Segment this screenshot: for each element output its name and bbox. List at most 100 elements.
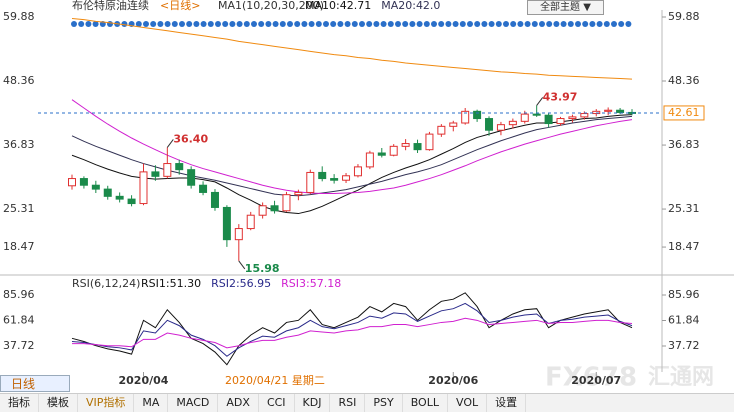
candle-body xyxy=(246,214,255,230)
event-dot xyxy=(164,21,171,27)
candle-body xyxy=(91,184,100,190)
event-dot xyxy=(207,21,214,27)
toolbar: 指标 模板 VIP指标 MA MACD ADX CCI KDJ RSI PSY BOLL VOL 设置 xyxy=(0,393,734,412)
y-tick-label: 59.88 xyxy=(668,10,700,23)
candle-body xyxy=(222,206,231,241)
theme-button[interactable]: 全部主题 ▼ xyxy=(527,0,604,15)
ma-legend: MA1(10,20,30,200) xyxy=(218,0,324,12)
event-dot xyxy=(330,21,337,27)
annotation-label: 43.97 xyxy=(543,90,578,103)
event-dot xyxy=(301,21,308,27)
event-dot xyxy=(294,21,301,27)
legend-entry: RSI3:57.18 xyxy=(281,277,341,290)
event-dot xyxy=(308,21,315,27)
annotation-leader xyxy=(536,97,544,106)
event-dot xyxy=(438,21,445,27)
y-tick-label: 25.31 xyxy=(668,202,700,215)
y-tick-label: 37.72 xyxy=(668,339,700,352)
event-dot xyxy=(243,21,250,27)
candle-body xyxy=(580,113,589,118)
candle-body xyxy=(187,169,196,186)
event-dot xyxy=(445,21,452,27)
event-dot xyxy=(452,21,459,27)
candle-body xyxy=(413,143,422,151)
event-dot xyxy=(611,21,617,27)
annotation-leader xyxy=(238,260,246,270)
period-tab[interactable]: 日线 xyxy=(0,375,70,392)
event-dot xyxy=(265,21,272,27)
y-tick-label: 61.84 xyxy=(3,313,35,326)
event-dot xyxy=(200,21,207,27)
event-dot xyxy=(193,21,200,27)
y-tick-label: 48.36 xyxy=(3,74,35,87)
candle-body xyxy=(68,178,76,187)
event-dot xyxy=(186,21,193,27)
y-tick-label: 36.83 xyxy=(3,138,35,151)
event-dot xyxy=(582,21,589,27)
event-dot xyxy=(215,21,221,27)
y-tick-label: 48.36 xyxy=(668,74,700,87)
y-tick-label: 36.83 xyxy=(668,138,700,151)
candle-body xyxy=(210,191,219,208)
event-dot xyxy=(539,21,545,27)
candle-body xyxy=(604,109,613,112)
event-dot xyxy=(596,21,603,27)
event-dot xyxy=(366,21,373,27)
legend-entry: RSI1:51.30 xyxy=(141,277,201,290)
toolbar-item[interactable]: 指标 xyxy=(0,394,39,412)
event-dot xyxy=(107,21,113,27)
event-dot xyxy=(359,21,365,27)
crosshair-label: 2020/04/21 星期二 xyxy=(225,374,325,387)
candle-body xyxy=(199,184,208,193)
toolbar-item[interactable]: ADX xyxy=(218,394,259,412)
toolbar-item[interactable]: RSI xyxy=(330,394,366,412)
candle-body xyxy=(270,205,279,212)
toolbar-item[interactable]: 设置 xyxy=(487,394,527,412)
event-dot xyxy=(459,21,466,27)
instrument-title: 布伦特原油连续 xyxy=(72,0,149,12)
event-dot xyxy=(510,21,517,27)
candle-body xyxy=(139,171,148,205)
x-tick-label: 2020/06 xyxy=(428,374,478,387)
toolbar-item[interactable]: MACD xyxy=(168,394,219,412)
event-dot xyxy=(474,21,481,27)
candle-body xyxy=(127,198,136,205)
candle-body xyxy=(79,178,88,186)
event-dot xyxy=(71,21,77,27)
candle-body xyxy=(353,166,362,177)
y-tick-label: 18.47 xyxy=(3,240,35,253)
event-dot xyxy=(179,21,185,27)
x-tick-label: 2020/04 xyxy=(119,374,169,387)
candle-body xyxy=(520,113,529,122)
toolbar-item[interactable]: MA xyxy=(134,394,169,412)
event-dot xyxy=(337,21,344,27)
event-dot xyxy=(488,21,495,27)
toolbar-item[interactable]: KDJ xyxy=(295,394,331,412)
event-dot xyxy=(531,21,538,27)
toolbar-item[interactable]: CCI xyxy=(259,394,295,412)
event-dot xyxy=(258,21,265,27)
event-dot xyxy=(351,21,358,27)
toolbar-item[interactable]: 模板 xyxy=(39,394,78,412)
event-dot xyxy=(272,21,279,27)
event-dot xyxy=(495,21,502,27)
event-dot xyxy=(567,21,574,27)
legend-entry: RSI2:56.95 xyxy=(211,277,271,290)
event-dot xyxy=(517,21,524,27)
toolbar-item[interactable]: VIP指标 xyxy=(78,394,135,412)
candle-body xyxy=(532,113,541,116)
series-line xyxy=(71,114,633,215)
toolbar-item[interactable]: VOL xyxy=(448,394,488,412)
series-line xyxy=(71,115,633,197)
event-dot xyxy=(402,21,409,27)
series-line xyxy=(71,302,633,357)
event-dot xyxy=(251,21,257,27)
y-tick-label: 25.31 xyxy=(3,202,35,215)
candle-body xyxy=(342,175,351,181)
toolbar-item[interactable]: PSY xyxy=(365,394,403,412)
event-dot xyxy=(92,21,99,27)
candle-body xyxy=(473,110,482,120)
toolbar-item[interactable]: BOLL xyxy=(403,394,448,412)
